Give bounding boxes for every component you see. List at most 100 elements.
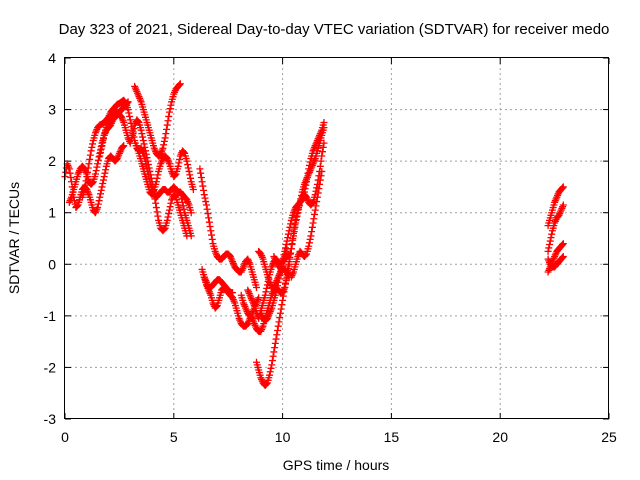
data-point [204, 210, 212, 218]
data-point [285, 227, 293, 235]
data-point [174, 162, 182, 170]
data-point [65, 165, 73, 173]
data-point [312, 202, 320, 210]
data-point [89, 179, 97, 187]
plot-frame [64, 57, 609, 419]
data-point [310, 215, 318, 223]
data-point [302, 251, 310, 259]
series-5 [131, 80, 184, 160]
data-point [124, 106, 132, 114]
data-point [66, 197, 74, 205]
data-point [311, 210, 319, 218]
data-point [266, 371, 274, 379]
data-point [292, 219, 300, 227]
data-point [271, 344, 279, 352]
data-point [285, 258, 293, 266]
data-point [207, 227, 215, 235]
y-tick-label: 0 [48, 256, 56, 272]
y-tick-label: 3 [48, 102, 56, 118]
data-point [313, 198, 321, 206]
data-point [102, 166, 110, 174]
data-point [546, 241, 554, 249]
data-point [319, 143, 327, 151]
data-point [284, 230, 292, 238]
data-point [205, 218, 213, 226]
data-point [199, 182, 207, 190]
data-point [278, 301, 286, 309]
grid [65, 58, 609, 419]
data-point [270, 348, 278, 356]
data-point [92, 167, 100, 175]
data-point [318, 148, 326, 156]
data-point [202, 198, 210, 206]
data-point [282, 241, 290, 249]
data-point [261, 291, 269, 299]
data-point [281, 283, 289, 291]
data-point [144, 157, 152, 165]
y-tick-label: 2 [48, 153, 56, 169]
data-point [163, 125, 171, 133]
data-point [197, 169, 205, 177]
data-point [159, 144, 167, 152]
series-21 [544, 253, 567, 271]
data-point [101, 169, 109, 177]
data-point [262, 288, 270, 296]
series-10 [200, 273, 237, 297]
data-point [94, 156, 102, 164]
data-point [316, 180, 324, 188]
data-point [305, 165, 313, 173]
data-point [286, 223, 294, 231]
data-point [196, 165, 204, 173]
y-tick-label: 1 [48, 205, 56, 221]
data-point [66, 169, 74, 177]
data-point [266, 368, 274, 376]
data-point [304, 169, 312, 177]
data-point [165, 112, 173, 120]
data-point [200, 186, 208, 194]
x-tick-label: 15 [384, 429, 400, 445]
data-point [269, 352, 277, 360]
data-point [545, 244, 553, 252]
data-point [164, 117, 172, 125]
data-point [307, 232, 315, 240]
data-point [308, 228, 316, 236]
data-point [87, 147, 95, 155]
data-point [306, 235, 314, 243]
data-point [82, 177, 90, 185]
data-point [311, 206, 319, 214]
data-point [98, 183, 106, 191]
data-point [96, 193, 104, 201]
data-point [546, 237, 554, 245]
data-point [99, 135, 107, 143]
data-point [134, 118, 142, 126]
data-point [559, 201, 567, 209]
data-point [276, 314, 284, 322]
data-point [208, 235, 216, 243]
data-point [142, 147, 150, 155]
data-point [280, 288, 288, 296]
data-point [125, 109, 133, 117]
data-point [163, 216, 171, 224]
data-point [284, 251, 292, 259]
y-tick-label: -3 [44, 411, 57, 427]
data-point [99, 176, 107, 184]
data-point [303, 178, 311, 186]
data-point [317, 172, 325, 180]
data-point [252, 283, 260, 291]
data-point [161, 134, 169, 142]
data-point [143, 154, 151, 162]
data-point [184, 161, 192, 169]
data-point [97, 149, 105, 157]
data-point [67, 173, 75, 181]
data-point [284, 262, 292, 270]
series-18 [544, 183, 567, 230]
data-point [137, 126, 145, 134]
data-point [559, 240, 567, 248]
data-point [305, 239, 313, 247]
data-point [180, 205, 188, 213]
data-point [160, 141, 168, 149]
data-point [198, 178, 206, 186]
data-point [176, 80, 184, 88]
data-point [302, 181, 310, 189]
data-point [160, 137, 168, 145]
